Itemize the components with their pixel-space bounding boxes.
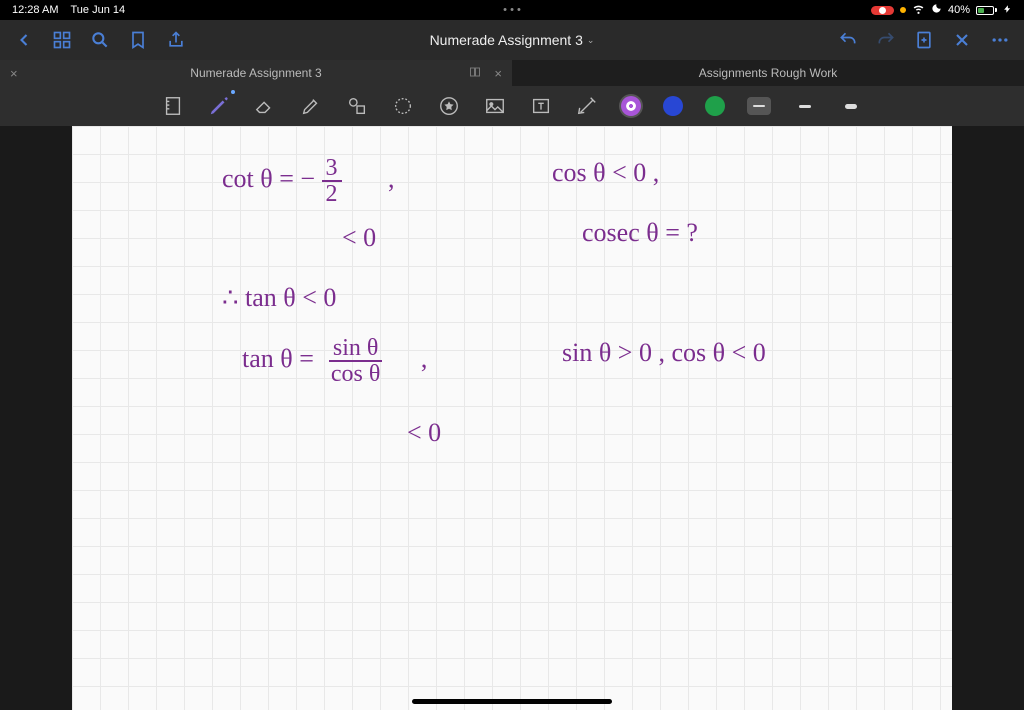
more-icon[interactable] — [990, 30, 1010, 50]
color-blue[interactable] — [663, 96, 683, 116]
hw-line-4a: tan θ = sin θcos θ , — [242, 336, 427, 386]
image-tool[interactable] — [483, 94, 507, 118]
hw-line-1c: cos θ < 0 , — [552, 156, 659, 190]
drawing-toolbar — [0, 86, 1024, 126]
multitask-dots[interactable]: • • • — [503, 4, 521, 16]
back-button[interactable] — [14, 30, 34, 50]
app-toolbar: Numerade Assignment 3 ⌄ — [0, 20, 1024, 60]
color-purple[interactable] — [621, 96, 641, 116]
wifi-icon — [912, 2, 925, 18]
hw-line-4c: sin θ > 0 , cos θ < 0 — [562, 336, 766, 370]
eraser-tool[interactable] — [253, 94, 277, 118]
stroke-thick[interactable] — [839, 97, 863, 115]
stroke-thin[interactable] — [747, 97, 771, 115]
highlighter-tool[interactable] — [299, 94, 323, 118]
status-time: 12:28 AM — [12, 4, 58, 16]
document-title[interactable]: Numerade Assignment 3 ⌄ — [430, 32, 595, 48]
home-indicator[interactable] — [412, 699, 612, 704]
color-green[interactable] — [705, 96, 725, 116]
text-tool[interactable] — [529, 94, 553, 118]
lasso-tool[interactable] — [391, 94, 415, 118]
favorites-tool[interactable] — [437, 94, 461, 118]
document-title-text: Numerade Assignment 3 — [430, 32, 583, 48]
tab-rough-work[interactable]: Assignments Rough Work — [512, 60, 1024, 86]
grid-view-icon[interactable] — [52, 30, 72, 50]
mic-indicator-dot — [900, 7, 906, 13]
chevron-down-icon: ⌄ — [587, 35, 595, 46]
notebook-icon[interactable] — [161, 94, 185, 118]
tab-close-icon-right[interactable]: × — [494, 66, 502, 81]
bookmark-icon[interactable] — [128, 30, 148, 50]
laser-pointer-tool[interactable] — [575, 94, 599, 118]
moon-icon — [931, 3, 942, 17]
add-page-icon[interactable] — [914, 30, 934, 50]
undo-button[interactable] — [838, 30, 858, 50]
status-date: Tue Jun 14 — [70, 4, 125, 16]
hw-line-3: ∴ tan θ < 0 — [222, 281, 336, 315]
tab-label: Assignments Rough Work — [699, 66, 838, 80]
charging-icon — [1003, 3, 1012, 18]
search-icon[interactable] — [90, 30, 110, 50]
hw-line-2a: < 0 — [342, 221, 376, 255]
canvas-area: cot θ = − 32 , cos θ < 0 , < 0 cosec θ =… — [0, 126, 1024, 710]
pen-tool[interactable] — [207, 94, 231, 118]
share-icon[interactable] — [166, 30, 186, 50]
ipad-status-bar: 12:28 AM Tue Jun 14 • • • 40% — [0, 0, 1024, 20]
redo-button[interactable] — [876, 30, 896, 50]
tab-bar: × Numerade Assignment 3 × Assignments Ro… — [0, 60, 1024, 86]
stroke-medium[interactable] — [793, 97, 817, 115]
tab-label: Numerade Assignment 3 — [190, 66, 321, 80]
paper-canvas[interactable]: cot θ = − 32 , cos θ < 0 , < 0 cosec θ =… — [72, 126, 952, 710]
hw-line-1a: cot θ = − 32 , — [222, 156, 395, 206]
hw-line-2b: cosec θ = ? — [582, 216, 698, 250]
tab-numerade-assignment[interactable]: × Numerade Assignment 3 × — [0, 60, 512, 86]
split-view-icon[interactable] — [468, 66, 482, 81]
hw-line-5: < 0 — [407, 416, 441, 450]
battery-pct: 40% — [948, 4, 970, 16]
close-icon[interactable] — [952, 30, 972, 50]
battery-icon — [976, 6, 997, 15]
tab-close-icon[interactable]: × — [10, 66, 18, 81]
shapes-tool[interactable] — [345, 94, 369, 118]
screen-record-pill[interactable] — [871, 6, 894, 15]
